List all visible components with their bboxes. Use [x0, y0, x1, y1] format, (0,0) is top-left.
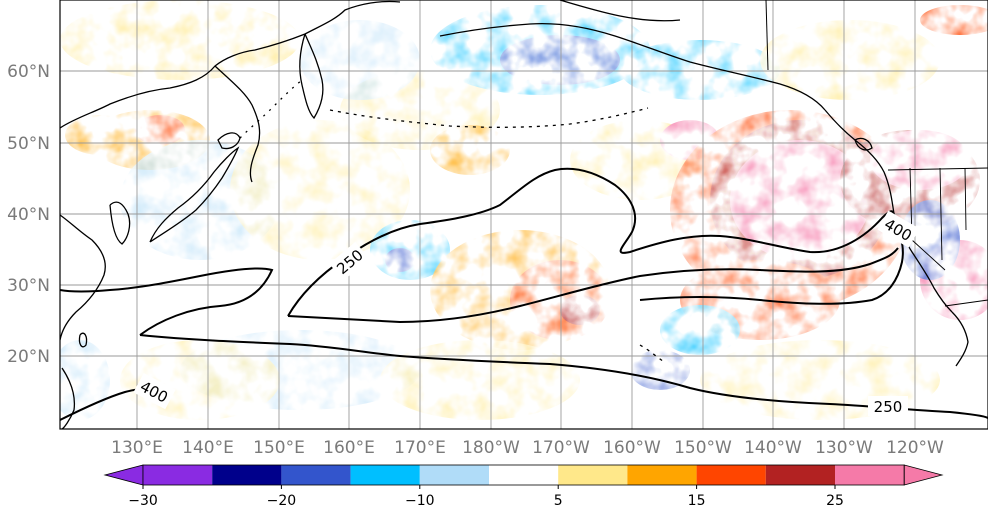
anomaly-blob [920, 5, 988, 35]
colorbar-cell [489, 465, 559, 485]
alaska-canada-border [765, 0, 769, 71]
state-borders [909, 167, 967, 271]
colorbar-ticks: −30 −20 −10 5 15 25 [128, 485, 844, 509]
contour-400-east [639, 221, 904, 305]
asia-coastline [60, 0, 401, 129]
contour-250-north [287, 167, 899, 324]
map-plot-area: 250 400 400 250 [60, 0, 988, 429]
colorbar-cell [350, 465, 420, 485]
colorbar-tick-label: −30 [128, 493, 158, 509]
anomaly-blob [730, 140, 870, 260]
latitude-label: 30°N [7, 276, 50, 296]
taiwan [78, 332, 88, 348]
korea-peninsula [109, 201, 131, 245]
colorbar-cells [103, 464, 944, 486]
colorbar-cell [212, 465, 282, 485]
colorbar-cell [558, 465, 628, 485]
anomaly-blob [380, 340, 580, 420]
colorbar: −30 −20 −10 5 15 25 [103, 464, 944, 509]
anomaly-blob [60, 0, 300, 80]
anomaly-blob [385, 248, 415, 272]
kuril-islands [239, 79, 303, 139]
colorbar-frame [142, 464, 905, 486]
alaska-coastline [439, 22, 826, 111]
longitude-label: 170°E [394, 438, 446, 458]
latitude-label: 60°N [7, 62, 50, 82]
colorbar-cell [419, 465, 489, 485]
colorbar-tick-label: −20 [267, 493, 297, 509]
longitude-label: 130°W [815, 438, 873, 458]
longitude-label: 150°E [253, 438, 305, 458]
anomaly-blob [300, 20, 420, 100]
japan-islands [149, 146, 240, 243]
latitude-label: 40°N [7, 205, 50, 225]
anomaly-blob [500, 35, 620, 85]
colorbar-tick-label: −10 [405, 493, 435, 509]
colorbar-cell [696, 465, 766, 485]
contour-label-box-4 [868, 396, 908, 416]
longitude-label: 180°W [462, 438, 520, 458]
plot-frame [59, 0, 988, 430]
anomaly-blob [760, 20, 940, 100]
longitude-label: 160°E [323, 438, 375, 458]
vancouver-island [854, 137, 873, 151]
okhotsk-coast [214, 65, 261, 183]
colorbar-extend-max [903, 464, 944, 486]
philippines [61, 367, 76, 429]
colorbar-extend-min [103, 464, 144, 486]
us-canada-border [887, 167, 988, 171]
anomaly-blob [630, 350, 690, 390]
hawaii-islands [639, 344, 665, 363]
longitude-label: 140°W [744, 438, 802, 458]
anomaly-blob [65, 115, 135, 155]
latitude-label: 50°N [7, 134, 50, 154]
colorbar-cell [835, 465, 905, 485]
longitude-label: 120°W [886, 438, 944, 458]
colorbar-tick-label: 15 [688, 493, 706, 509]
anomaly-blob [60, 340, 110, 420]
latitude-label: 20°N [7, 347, 50, 367]
colorbar-cell [281, 465, 351, 485]
anomaly-blob [560, 295, 600, 325]
contour-label-box-1 [329, 241, 370, 281]
hokkaido [217, 132, 241, 150]
kamchatka-peninsula [299, 33, 324, 120]
latitude-labels: 60°N 50°N 40°N 30°N 20°N [7, 62, 50, 367]
longitude-label: 140°E [182, 438, 234, 458]
colorbar-tick-label: 5 [554, 493, 563, 509]
contour-label-250-east: 250 [874, 398, 903, 416]
us-mexico-border [944, 299, 988, 307]
colorbar-cell [627, 465, 697, 485]
alaska-north [559, 0, 681, 22]
anomaly-blob [870, 130, 970, 190]
contour-label-box-3 [877, 210, 920, 248]
contour-label-box-2 [133, 372, 176, 410]
colorbar-cell [143, 465, 213, 485]
longitude-label: 150°W [674, 438, 732, 458]
anomaly-blob [510, 260, 610, 340]
anomaly-blob [620, 40, 780, 100]
anomaly-blob [135, 115, 185, 145]
anomaly-blob [660, 305, 740, 355]
china-coastline [60, 214, 106, 341]
graticule [60, 0, 988, 429]
anomaly-blob [230, 120, 410, 260]
anomaly-blob [430, 125, 510, 175]
colorbar-cell [765, 465, 835, 485]
longitude-label: 130°E [111, 438, 163, 458]
colorbar-tick-label: 25 [826, 493, 844, 509]
longitude-label: 160°W [603, 438, 661, 458]
longitude-labels: 130°E 140°E 150°E 160°E 170°E 180°W 170°W 160°W… [111, 438, 944, 458]
baja-california [951, 311, 969, 367]
anomaly-field [60, 0, 988, 420]
longitude-label: 170°W [532, 438, 590, 458]
